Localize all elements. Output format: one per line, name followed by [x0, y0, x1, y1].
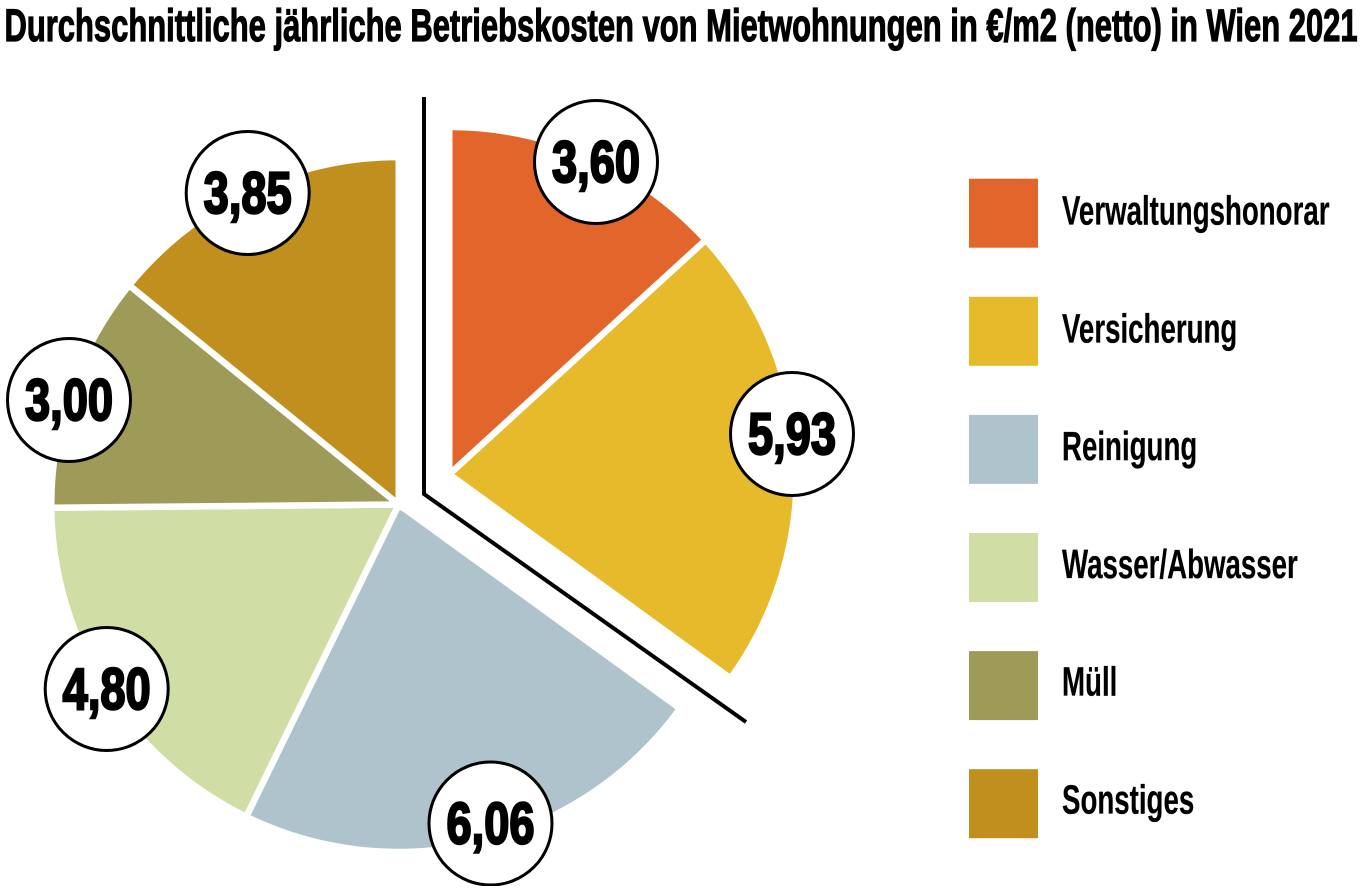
svg-text:3,60: 3,60: [552, 131, 640, 196]
svg-text:3,00: 3,00: [25, 369, 113, 434]
svg-text:6,06: 6,06: [446, 792, 534, 857]
svg-text:Müll: Müll: [1062, 659, 1117, 705]
svg-text:4,80: 4,80: [63, 658, 151, 723]
svg-text:Versicherung: Versicherung: [1062, 306, 1237, 352]
svg-text:Reinigung: Reinigung: [1062, 424, 1197, 470]
svg-text:3,85: 3,85: [204, 162, 292, 227]
svg-text:5,93: 5,93: [748, 403, 836, 468]
svg-text:Durchschnittliche jährliche Be: Durchschnittliche jährliche Betriebskost…: [5, 1, 1358, 51]
svg-text:Wasser/Abwasser: Wasser/Abwasser: [1062, 542, 1298, 588]
svg-text:Sonstiges: Sonstiges: [1062, 777, 1194, 823]
svg-text:Verwaltungshonorar: Verwaltungshonorar: [1062, 188, 1330, 234]
